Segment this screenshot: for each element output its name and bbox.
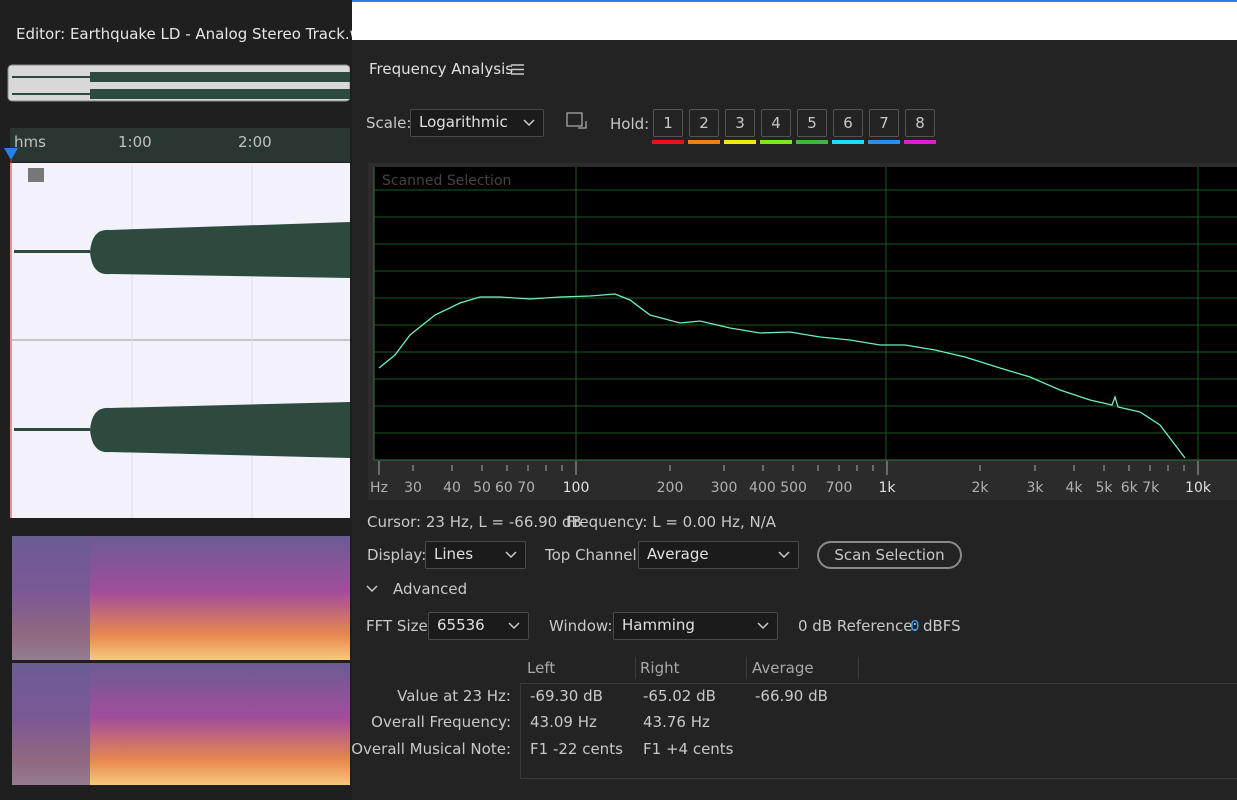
freq-label: 60 70 bbox=[495, 480, 535, 496]
cell: -65.02 dB bbox=[643, 687, 716, 705]
timeline-label: 2:00 bbox=[238, 133, 272, 151]
freq-label: 5k bbox=[1095, 480, 1113, 496]
reference-unit: dBFS bbox=[923, 617, 961, 635]
freq-label: 1k bbox=[878, 480, 896, 496]
hold-label: Hold: bbox=[610, 115, 650, 133]
menu-icon[interactable] bbox=[511, 64, 524, 75]
fft-value: 65536 bbox=[437, 616, 485, 634]
scale-dropdown[interactable]: Logarithmic bbox=[410, 109, 544, 137]
cell: 43.76 Hz bbox=[643, 713, 710, 731]
scan-selection-button[interactable]: Scan Selection bbox=[817, 541, 962, 569]
hold-button[interactable]: 6 bbox=[833, 109, 863, 137]
display-dropdown[interactable]: Lines bbox=[425, 541, 526, 569]
cell: -69.30 dB bbox=[530, 687, 603, 705]
top-strip bbox=[352, 0, 1237, 40]
hold-color bbox=[796, 140, 828, 144]
freq-label: 2k bbox=[971, 480, 989, 496]
graph-label: Scanned Selection bbox=[382, 173, 511, 189]
stats-table bbox=[520, 683, 1237, 779]
freq-ticks bbox=[378, 461, 1199, 475]
hold-color bbox=[868, 140, 900, 144]
hold-button[interactable]: 8 bbox=[905, 109, 935, 137]
col-divider bbox=[746, 657, 747, 679]
panel-title: Frequency Analysis bbox=[369, 60, 514, 78]
timeline-label: 1:00 bbox=[118, 133, 152, 151]
top-channel-label: Top Channel: bbox=[545, 546, 642, 564]
freq-label: 10k bbox=[1185, 480, 1212, 496]
row-label: Overall Frequency: bbox=[371, 713, 511, 731]
col-divider bbox=[858, 657, 859, 679]
hold-color bbox=[832, 140, 864, 144]
freq-label: 30 bbox=[404, 480, 422, 496]
cell: -66.90 dB bbox=[755, 687, 828, 705]
display-label: Display: bbox=[367, 546, 427, 564]
window-dropdown[interactable]: Hamming bbox=[613, 612, 778, 640]
scale-value: Logarithmic bbox=[419, 113, 508, 131]
spectrum-curve bbox=[378, 293, 1186, 459]
cell: F1 +4 cents bbox=[643, 740, 734, 758]
freq-label: 40 bbox=[443, 480, 461, 496]
hold-color bbox=[652, 140, 684, 144]
row-label: Value at 23 Hz: bbox=[397, 687, 511, 705]
hold-button[interactable]: 3 bbox=[725, 109, 755, 137]
timeline bbox=[10, 128, 350, 162]
zoom-icon[interactable] bbox=[566, 112, 588, 132]
overview bbox=[7, 64, 350, 102]
cell: 43.09 Hz bbox=[530, 713, 597, 731]
freq-label: 6k 7k bbox=[1121, 480, 1160, 496]
hold-button[interactable]: 2 bbox=[689, 109, 719, 137]
scale-label: Scale: bbox=[366, 114, 412, 132]
advanced-chevron[interactable] bbox=[366, 584, 378, 594]
editor-title: Editor: Earthquake LD - Analog Stereo Tr… bbox=[16, 25, 380, 43]
reference-value[interactable]: 0 bbox=[910, 617, 920, 635]
hold-color bbox=[724, 140, 756, 144]
hold-color bbox=[760, 140, 792, 144]
hold-button[interactable]: 4 bbox=[761, 109, 791, 137]
table-header: Left bbox=[527, 659, 556, 677]
cursor-status: Cursor: 23 Hz, L = -66.90 dB bbox=[367, 513, 582, 531]
frequency-status: Frequency: L = 0.00 Hz, N/A bbox=[566, 513, 777, 531]
col-divider bbox=[635, 657, 636, 679]
freq-label: 50 bbox=[473, 480, 491, 496]
display-value: Lines bbox=[434, 545, 474, 563]
top-channel-dropdown[interactable]: Average bbox=[638, 541, 799, 569]
timeline-label: hms bbox=[14, 133, 46, 151]
cell: F1 -22 cents bbox=[530, 740, 623, 758]
hold-color bbox=[688, 140, 720, 144]
hold-button[interactable]: 7 bbox=[869, 109, 899, 137]
freq-label: 100 bbox=[563, 480, 590, 496]
fft-dropdown[interactable]: 65536 bbox=[428, 612, 529, 640]
window-label: Window: bbox=[549, 617, 613, 635]
hold-button[interactable]: 5 bbox=[797, 109, 827, 137]
table-header: Right bbox=[640, 659, 680, 677]
advanced-label[interactable]: Advanced bbox=[393, 580, 468, 598]
freq-label: 300 bbox=[711, 480, 738, 496]
freq-label: 4k bbox=[1065, 480, 1083, 496]
hold-color bbox=[904, 140, 936, 144]
window-value: Hamming bbox=[622, 616, 695, 634]
freq-label: 700 bbox=[826, 480, 853, 496]
fft-label: FFT Size: bbox=[366, 617, 433, 635]
row-label: Overall Musical Note: bbox=[351, 740, 511, 758]
waveform-area bbox=[4, 148, 350, 785]
freq-label: 200 bbox=[657, 480, 684, 496]
freq-label: 400 500 bbox=[749, 480, 807, 496]
spectrum-graph: Scanned Selection Hz 30 40 50 60 70 100 … bbox=[368, 163, 1237, 500]
reference-label: 0 dB Reference: bbox=[798, 617, 918, 635]
freq-label: Hz bbox=[370, 480, 388, 496]
top-channel-value: Average bbox=[647, 545, 709, 563]
table-header: Average bbox=[752, 659, 814, 677]
hold-button[interactable]: 1 bbox=[653, 109, 683, 137]
freq-label: 3k bbox=[1026, 480, 1044, 496]
